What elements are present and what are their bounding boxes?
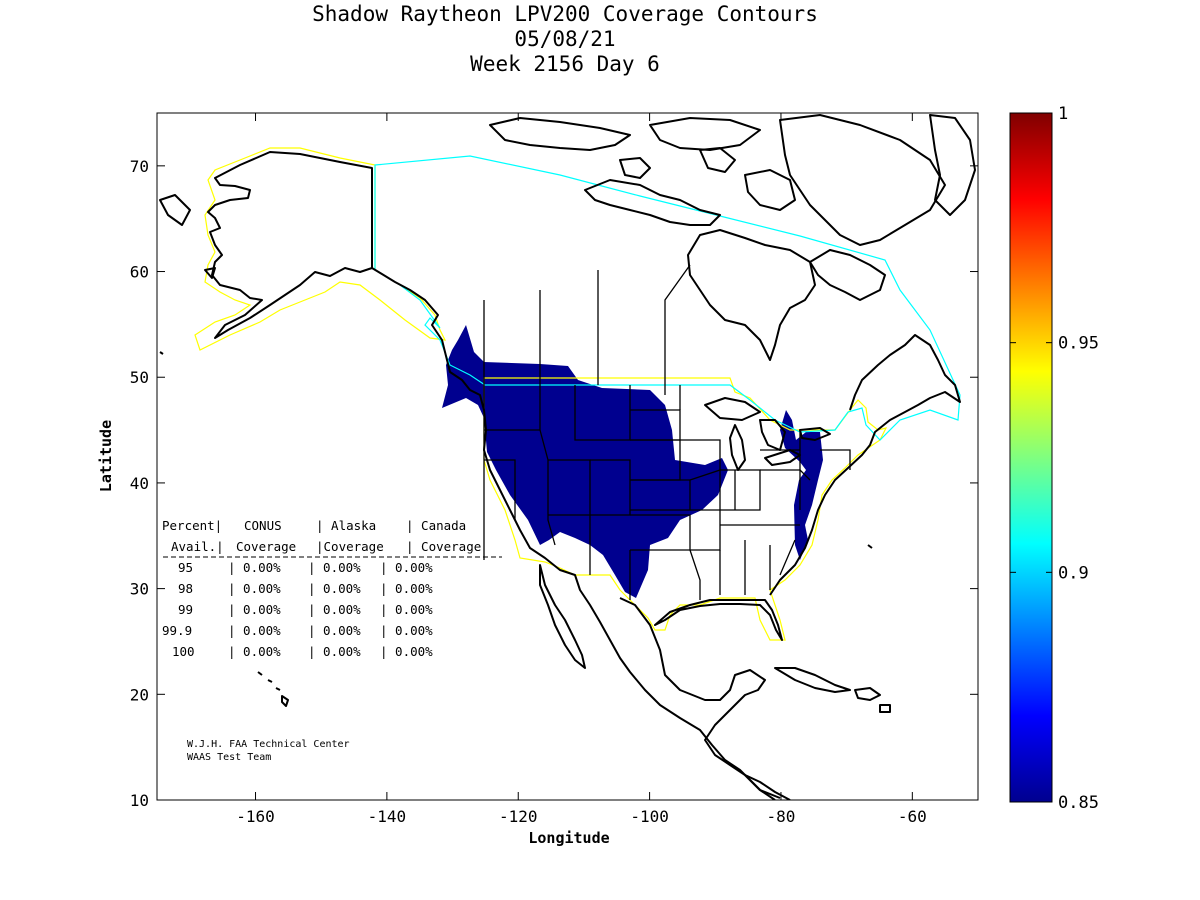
y-tick-label: 30 bbox=[130, 580, 149, 599]
title-line-1: Shadow Raytheon LPV200 Coverage Contours bbox=[312, 2, 818, 26]
credit-line-2: WAAS Test Team bbox=[187, 752, 271, 763]
y-tick-label: 10 bbox=[130, 791, 149, 810]
colorbar-tick-label: 0.95 bbox=[1058, 334, 1099, 354]
colorbar-tick-label: 1 bbox=[1058, 104, 1068, 124]
table-cell: 99.9 bbox=[162, 623, 192, 638]
alaska-boundary bbox=[194, 147, 447, 351]
y-tick-label: 60 bbox=[130, 263, 149, 282]
y-tick-label: 40 bbox=[130, 474, 149, 493]
table-subheader-col3: |Coverage bbox=[316, 539, 384, 554]
coastlines bbox=[159, 114, 976, 800]
coverage-region-east bbox=[780, 410, 823, 560]
province-borders bbox=[483, 264, 691, 395]
y-tick-label: 20 bbox=[130, 685, 149, 704]
x-tick-label: -60 bbox=[898, 807, 927, 826]
table-rows: 95 | 0.00% | 0.00% | 0.00% 98 | 0.00% | 0.00% |… bbox=[162, 560, 433, 659]
table-cell: | 0.00% bbox=[380, 623, 433, 638]
x-tick-label: -100 bbox=[630, 807, 669, 826]
table-cell: 99 bbox=[178, 602, 193, 617]
table-header-col2: CONUS bbox=[244, 518, 282, 533]
table-cell: | 0.00% bbox=[308, 644, 361, 659]
table-cell: 95 bbox=[178, 560, 193, 575]
y-axis: 10 20 30 40 50 60 70 bbox=[130, 157, 978, 810]
colorbar-tick-label: 0.9 bbox=[1058, 563, 1089, 583]
table-cell: | 0.00% bbox=[228, 602, 281, 617]
coverage-region-west bbox=[442, 325, 728, 598]
colorbar-ticks: 1 0.95 0.9 0.85 bbox=[1010, 104, 1099, 813]
table-cell: | 0.00% bbox=[308, 560, 361, 575]
table-cell: | 0.00% bbox=[228, 581, 281, 596]
table-cell: | 0.00% bbox=[380, 560, 433, 575]
credit-line-1: W.J.H. FAA Technical Center bbox=[187, 739, 350, 750]
canada-boundary bbox=[374, 155, 961, 441]
plot-title: Shadow Raytheon LPV200 Coverage Contours… bbox=[0, 2, 1130, 77]
table-header-col4: | Canada bbox=[406, 518, 466, 533]
colorbar bbox=[1009, 112, 1053, 803]
plot-frame bbox=[156, 112, 979, 801]
y-tick-label: 70 bbox=[130, 157, 149, 176]
table-cell: | 0.00% bbox=[380, 644, 433, 659]
table-cell: | 0.00% bbox=[228, 623, 281, 638]
title-line-2: 05/08/21 bbox=[514, 27, 616, 51]
state-borders bbox=[483, 385, 851, 600]
table-subheader-col4: | Coverage bbox=[406, 539, 481, 554]
x-tick-label: -160 bbox=[236, 807, 275, 826]
table-cell: | 0.00% bbox=[228, 560, 281, 575]
map-layer bbox=[159, 114, 976, 800]
table-cell: 100 bbox=[172, 644, 195, 659]
x-axis-label: Longitude bbox=[528, 829, 609, 847]
table-cell: | 0.00% bbox=[308, 602, 361, 617]
table-header-col1: Percent| bbox=[162, 518, 222, 533]
table-cell: 98 bbox=[178, 581, 193, 596]
colorbar-tick-label: 0.85 bbox=[1058, 793, 1099, 813]
y-tick-label: 50 bbox=[130, 368, 149, 387]
coverage-table: Percent| CONUS | Alaska | Canada Avail.|… bbox=[162, 518, 502, 659]
table-subheader-col1: Avail.| bbox=[171, 539, 224, 554]
x-tick-label: -140 bbox=[368, 807, 407, 826]
table-cell: | 0.00% bbox=[308, 581, 361, 596]
x-tick-label: -80 bbox=[767, 807, 796, 826]
table-subheader-col2: Coverage bbox=[236, 539, 296, 554]
table-cell: | 0.00% bbox=[380, 581, 433, 596]
title-line-3: Week 2156 Day 6 bbox=[470, 52, 660, 76]
table-cell: | 0.00% bbox=[308, 623, 361, 638]
table-cell: | 0.00% bbox=[380, 602, 433, 617]
y-axis-label: Latitude bbox=[97, 420, 115, 492]
x-axis: -160 -140 -120 -100 -80 -60 bbox=[236, 113, 927, 826]
x-tick-label: -120 bbox=[499, 807, 538, 826]
table-header-col3: | Alaska bbox=[316, 518, 376, 533]
table-cell: | 0.00% bbox=[228, 644, 281, 659]
